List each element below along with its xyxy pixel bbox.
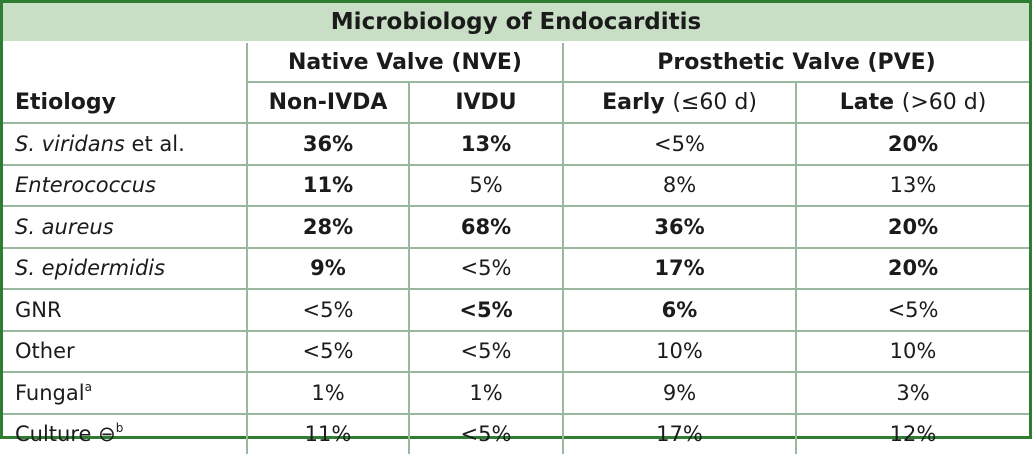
row-label: S. aureus	[3, 206, 247, 248]
row-label: GNR	[3, 289, 247, 331]
row-label: S. viridans et al.	[3, 123, 247, 165]
table-cell: 6%	[563, 289, 796, 331]
table-cell: 20%	[796, 248, 1029, 290]
table-cell: 17%	[563, 414, 796, 454]
table-cell: 3%	[796, 372, 1029, 414]
table-cell: 13%	[409, 123, 563, 165]
table-cell: 68%	[409, 206, 563, 248]
table-cell: 13%	[796, 165, 1029, 207]
early-label: Early	[602, 90, 665, 115]
row-label: S. epidermidis	[3, 248, 247, 290]
late-label: Late	[840, 90, 894, 115]
empty-corner	[3, 42, 247, 82]
row-label: Other	[3, 331, 247, 373]
table-cell: 9%	[563, 372, 796, 414]
row-label: Fungala	[3, 372, 247, 414]
native-valve-header: Native Valve (NVE)	[247, 42, 563, 82]
table-cell: 10%	[563, 331, 796, 373]
late-header: Late (>60 d)	[796, 82, 1029, 123]
table-row: Enterococcus 11% 5% 8% 13%	[3, 165, 1029, 207]
table-row: GNR <5% <5% 6% <5%	[3, 289, 1029, 331]
etiology-header: Etiology	[3, 82, 247, 123]
table-row: S. aureus 28% 68% 36% 20%	[3, 206, 1029, 248]
table-cell: 1%	[247, 372, 409, 414]
table-row: S. viridans et al. 36% 13% <5% 20%	[3, 123, 1029, 165]
table-title: Microbiology of Endocarditis	[3, 3, 1029, 42]
row-label: Enterococcus	[3, 165, 247, 207]
table-cell: <5%	[796, 289, 1029, 331]
non-ivda-header: Non-IVDA	[247, 82, 409, 123]
table-cell: 11%	[247, 414, 409, 454]
table-cell: 8%	[563, 165, 796, 207]
table-cell: <5%	[409, 414, 563, 454]
late-qualifier: (>60 d)	[902, 90, 987, 115]
table-row: S. epidermidis 9% <5% 17% 20%	[3, 248, 1029, 290]
table-cell: <5%	[563, 123, 796, 165]
early-header: Early (≤60 d)	[563, 82, 796, 123]
table-cell: 28%	[247, 206, 409, 248]
table-row: Other <5% <5% 10% 10%	[3, 331, 1029, 373]
table-cell: <5%	[409, 289, 563, 331]
table-cell: 9%	[247, 248, 409, 290]
table-cell: 36%	[247, 123, 409, 165]
table-cell: <5%	[409, 331, 563, 373]
table-cell: 20%	[796, 123, 1029, 165]
row-label: Culture ⊖b	[3, 414, 247, 454]
table-cell: 17%	[563, 248, 796, 290]
table-cell: 36%	[563, 206, 796, 248]
microbiology-table: Microbiology of Endocarditis Native Valv…	[3, 3, 1029, 454]
prosthetic-valve-header: Prosthetic Valve (PVE)	[563, 42, 1029, 82]
table-cell: 1%	[409, 372, 563, 414]
table-row: Fungala 1% 1% 9% 3%	[3, 372, 1029, 414]
table-cell: <5%	[409, 248, 563, 290]
ivdu-header: IVDU	[409, 82, 563, 123]
early-qualifier: (≤60 d)	[672, 90, 757, 115]
table-cell: <5%	[247, 289, 409, 331]
table-row: Culture ⊖b 11% <5% 17% 12%	[3, 414, 1029, 454]
table-cell: 12%	[796, 414, 1029, 454]
endocarditis-table-frame: Microbiology of Endocarditis Native Valv…	[0, 0, 1032, 439]
table-cell: 10%	[796, 331, 1029, 373]
table-cell: <5%	[247, 331, 409, 373]
table-cell: 11%	[247, 165, 409, 207]
table-cell: 20%	[796, 206, 1029, 248]
table-cell: 5%	[409, 165, 563, 207]
